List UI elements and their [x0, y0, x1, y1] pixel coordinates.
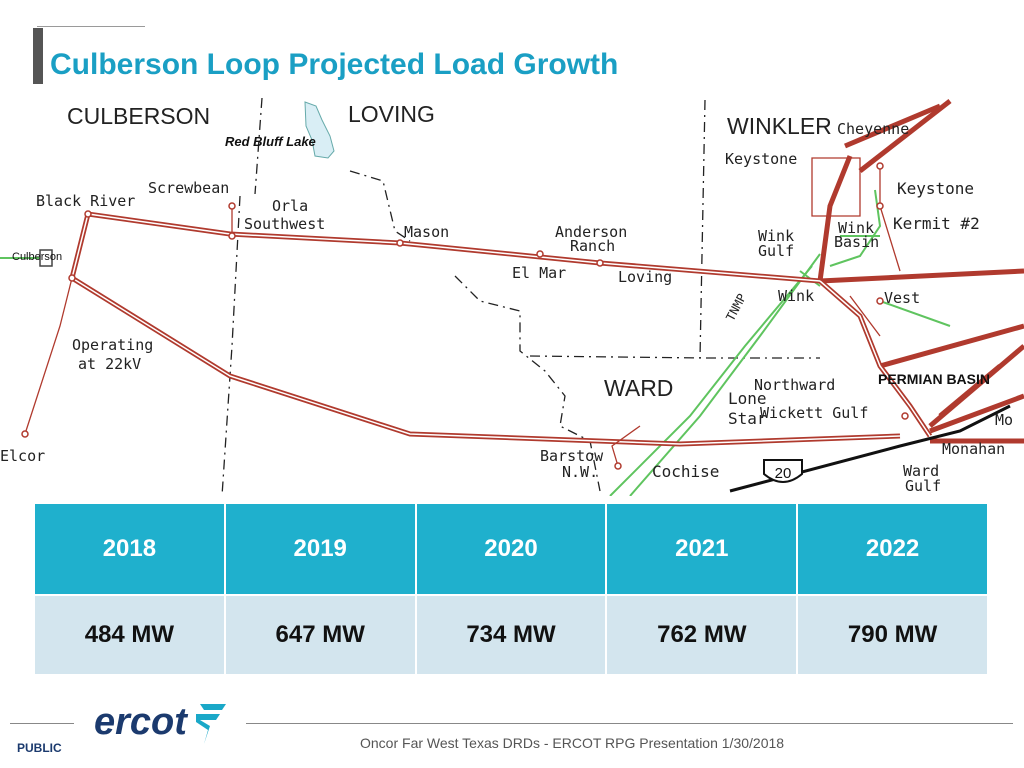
- year-cell: 2021: [607, 504, 797, 596]
- label-vest: Vest: [884, 289, 920, 307]
- label-wink-gulf-top: Wink: [758, 227, 794, 245]
- title-top-rule: [37, 26, 145, 27]
- load-cell: 790 MW: [798, 596, 987, 674]
- lake-label: Red Bluff Lake: [225, 134, 316, 149]
- county-boundaries: [221, 97, 820, 496]
- label-keystone-west: Keystone: [725, 150, 797, 168]
- label-orla: Orla: [272, 197, 308, 215]
- load-cell: 734 MW: [416, 596, 606, 674]
- year-cell: 2022: [798, 504, 987, 596]
- footer-rule-left: [10, 723, 74, 724]
- year-cell: 2019: [225, 504, 415, 596]
- county-culberson: CULBERSON: [67, 103, 210, 129]
- label-kermit-2: Kermit #2: [893, 214, 980, 233]
- slide-title: Culberson Loop Projected Load Growth: [50, 48, 619, 81]
- label-tnmp: TNMP: [723, 291, 749, 323]
- ercot-logo: ercot: [92, 700, 232, 746]
- label-lone: Lone: [728, 389, 767, 408]
- title-accent-bar: [33, 28, 43, 84]
- label-wink: Wink: [778, 287, 814, 305]
- label-star: Star: [728, 409, 767, 428]
- label-operating: Operating: [72, 336, 153, 354]
- label-wink-gulf-bottom: Gulf: [758, 242, 794, 260]
- label-wink-basin-top: Wink: [838, 219, 874, 237]
- footer-rule-right: [246, 723, 1013, 724]
- county-loving: LOVING: [348, 101, 435, 127]
- label-cheyenne: Cheyenne: [837, 120, 909, 138]
- label-barstow-nw: N.W.: [562, 463, 598, 481]
- label-permian-basin: PERMIAN BASIN: [878, 371, 990, 387]
- label-wink-basin-bottom: Basin: [834, 233, 879, 251]
- label-el-mar: El Mar: [512, 264, 566, 282]
- label-culberson: Culberson: [12, 251, 62, 263]
- load-growth-table: 2018 2019 2020 2021 2022 484 MW 647 MW 7…: [33, 504, 989, 674]
- county-ward: WARD: [604, 375, 673, 401]
- label-elcor: Elcor: [0, 447, 45, 465]
- culberson-breaker: [39, 249, 53, 267]
- load-cell: 762 MW: [607, 596, 797, 674]
- label-mo: Mo: [995, 411, 1013, 429]
- label-keystone-east: Keystone: [897, 179, 974, 198]
- label-cochise: Cochise: [652, 462, 719, 481]
- label-black-river: Black River: [36, 192, 135, 210]
- label-monahans: Monahan: [942, 440, 1005, 458]
- year-cell: 2018: [35, 504, 224, 596]
- red-bluff-lake-shape: [304, 101, 335, 159]
- ercot-bolt-icon: [196, 704, 226, 744]
- interstate-shield-label: 20: [775, 465, 792, 482]
- load-cell: 484 MW: [35, 596, 224, 674]
- label-ward-gulf-top: Ward: [903, 462, 939, 480]
- year-cell: 2020: [416, 504, 606, 596]
- label-northward: Northward: [754, 376, 835, 394]
- label-screwbean: Screwbean: [148, 179, 229, 197]
- label-ward-gulf-bottom: Gulf: [905, 477, 941, 495]
- label-wickett-gulf: Wickett Gulf: [760, 404, 868, 422]
- year-row: 2018 2019 2020 2021 2022: [35, 504, 987, 596]
- load-row: 484 MW 647 MW 734 MW 762 MW 790 MW: [35, 596, 987, 674]
- ercot-logo-text: ercot: [94, 701, 188, 743]
- classification-label: PUBLIC: [17, 741, 62, 755]
- label-at-22kv: at 22kV: [78, 355, 141, 373]
- footer-caption: Oncor Far West Texas DRDs - ERCOT RPG Pr…: [360, 735, 785, 751]
- red-transmission-lines: [24, 99, 1024, 467]
- label-loving: Loving: [618, 268, 672, 286]
- load-cell: 647 MW: [225, 596, 415, 674]
- label-ranch: Ranch: [570, 237, 615, 255]
- county-winkler: WINKLER: [727, 113, 832, 139]
- label-southwest: Southwest: [244, 215, 325, 233]
- transmission-map: 20 CULBERSON LOVING WINKLER WARD Red Blu…: [0, 96, 1024, 496]
- substation-markers: [21, 162, 909, 470]
- label-anderson: Anderson: [555, 223, 627, 241]
- label-barstow: Barstow: [540, 447, 604, 465]
- interstate-20: 20: [729, 404, 1011, 493]
- label-mason: Mason: [404, 223, 449, 241]
